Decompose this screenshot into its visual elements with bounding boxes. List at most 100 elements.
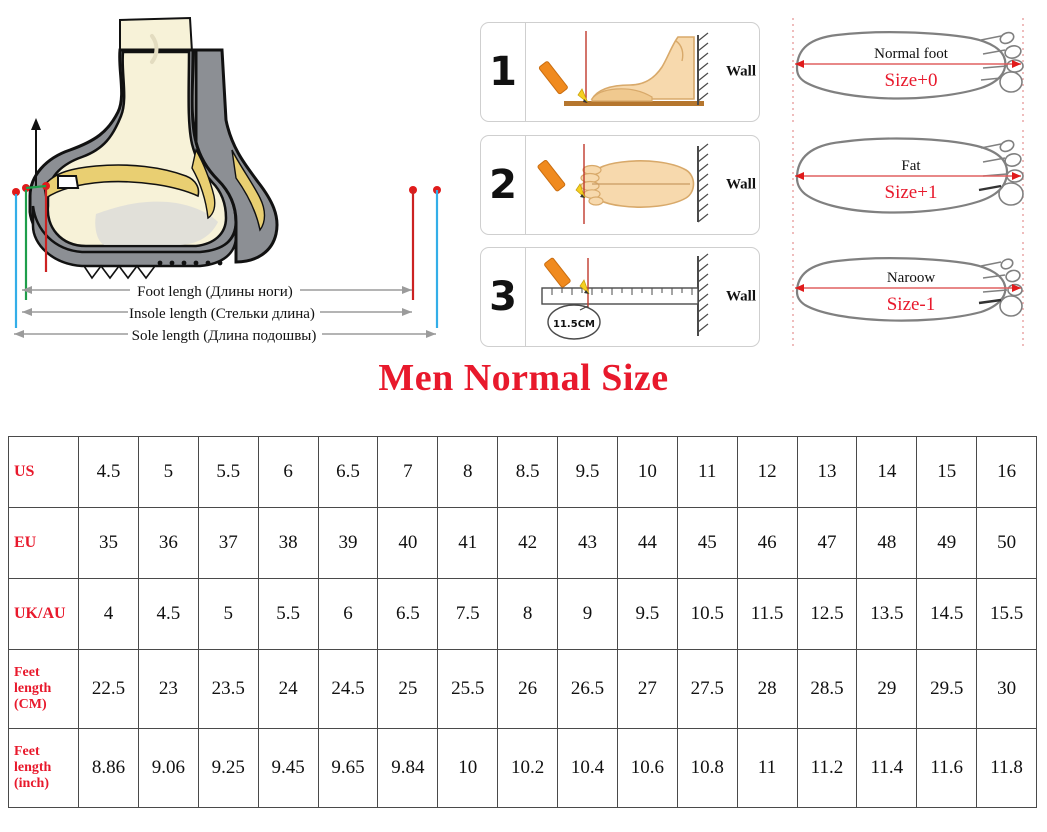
table-cell: 23: [137, 649, 199, 729]
toe-detail: [57, 175, 80, 189]
table-cell: 6.5: [377, 578, 439, 650]
normal-foot-icon: [792, 18, 1024, 122]
table-cell: 46: [736, 507, 798, 579]
table-cell: 4: [78, 578, 139, 650]
table-cell: 7.5: [437, 578, 499, 650]
toes: [978, 258, 1023, 317]
table-row: Feet length (CM) 22.5 23 23.5 24 24.5 25 25.5 26…: [8, 649, 1037, 729]
foot-side-view-icon: [538, 31, 709, 106]
pencil-icon: [538, 61, 589, 104]
table-cell: 27.5: [676, 649, 738, 729]
table-cell: 47: [796, 507, 858, 579]
table-cell: 25.5: [437, 649, 499, 729]
table-cell: 6: [317, 578, 379, 650]
foot-length-label: Foot lengh (Длины ноги): [137, 284, 293, 300]
table-cell: 5.5: [197, 436, 259, 508]
table-row: UK/AU 4 4.5 5 5.5 6 6.5 7.5 8 9 9.5 10.5 11.5 12.5 13.…: [8, 578, 1037, 650]
table-cell: 43: [557, 507, 618, 579]
table-cell: 14.5: [916, 578, 978, 650]
table-cell: 6: [257, 436, 319, 508]
table-cell: 11.4: [856, 728, 918, 808]
table-cell: 10.2: [497, 728, 558, 808]
table-cell: 8.86: [78, 728, 139, 808]
table-cell: 12.5: [796, 578, 858, 650]
size-chart-table-wrap: US 4.5 5 5.5 6 6.5 7 8 8.5 9.5 10 11 12 13 14 15 16 EU 35 3…: [8, 436, 1039, 808]
table-cell: 40: [377, 507, 439, 579]
table-cell: 37: [197, 507, 259, 579]
row-header: US: [8, 436, 79, 508]
insole-length-label: Insole length (Стельки длина): [129, 306, 315, 322]
toe-area: [591, 88, 653, 102]
table-cell: 11.8: [976, 728, 1037, 808]
step-card-3: 3: [480, 247, 760, 347]
table-cell: 8: [437, 436, 499, 508]
table-cell: 7: [377, 436, 439, 508]
wall-label-2: Wall: [725, 176, 756, 192]
table-cell: 9.06: [137, 728, 199, 808]
foot-width-panel: Normal foot Size+0 Fat: [775, 14, 1047, 352]
table-cell: 9.65: [317, 728, 379, 808]
narrow-foot-icon: [792, 242, 1024, 346]
leg-highlight: [150, 34, 159, 64]
outsole-dots: [157, 260, 223, 266]
table-cell: 8.5: [497, 436, 558, 508]
foot-profile: [590, 36, 695, 100]
table-cell: 16: [976, 436, 1037, 508]
table-cell: 10.5: [676, 578, 738, 650]
table-cell: 10.8: [676, 728, 738, 808]
table-cell: 14: [856, 436, 918, 508]
wall-label-3: Wall: [725, 288, 756, 305]
ruler-ticks: [551, 288, 693, 295]
table-cell: 11: [736, 728, 798, 808]
foot-shading: [95, 201, 218, 245]
table-cell: 9.45: [257, 728, 319, 808]
tread-pattern: [83, 264, 156, 280]
table-cell: 39: [317, 507, 379, 579]
table-cell: 10: [437, 728, 499, 808]
foot-shape: [46, 50, 228, 248]
floor-line: [564, 101, 704, 106]
foot-top-view-icon: [537, 143, 709, 224]
shoe-cross-section-diagram: Foot lengh (Длины ноги) Insole length (С…: [0, 0, 470, 352]
dimension-lines: [14, 286, 436, 338]
ruler-icon: 11.5CM: [541, 253, 709, 340]
row-header: Feet length (CM): [8, 649, 79, 729]
table-cell: 13: [796, 436, 858, 508]
foot-width-card-narrow: Naroow Size-1: [775, 238, 1047, 350]
table-cell: 30: [976, 649, 1037, 729]
diagram-area: Foot lengh (Длины ноги) Insole length (С…: [0, 0, 1047, 352]
table-cell: 49: [916, 507, 978, 579]
table-cell: 36: [137, 507, 199, 579]
foot-outline: [795, 31, 1007, 100]
table-cell: 27: [616, 649, 678, 729]
page-title: Men Normal Size: [378, 357, 669, 399]
table-cell: 11.2: [796, 728, 858, 808]
table-cell: 9.84: [377, 728, 439, 808]
foot-width-card-normal: Normal foot Size+0: [775, 14, 1047, 126]
step-illustration-1: Wall: [526, 23, 760, 121]
toes: [980, 31, 1024, 93]
ankle-crease: [675, 40, 684, 62]
table-cell: 11.5: [736, 578, 798, 650]
row-header: Feet length (inch): [8, 728, 79, 808]
table-cell: 22.5: [78, 649, 139, 729]
table-cell: 4.5: [137, 578, 199, 650]
table-cell: 44: [616, 507, 678, 579]
shoe-cross-section-svg: Foot lengh (Длины ноги) Insole length (С…: [12, 16, 441, 344]
step-card-1: 1: [480, 22, 760, 122]
table-cell: 35: [78, 507, 139, 579]
table-cell: 10: [616, 436, 678, 508]
table-row: EU 35 36 37 38 39 40 41 42 43 44 45 46 47 48 49 50: [8, 507, 1037, 579]
height-arrow: [31, 118, 41, 188]
table-cell: 11: [676, 436, 738, 508]
ruler-body: [541, 287, 699, 305]
fat-foot-icon: [792, 130, 1024, 234]
sole-length-label: Sole length (Длина подошвы): [132, 328, 317, 344]
table-cell: 24.5: [317, 649, 379, 729]
table-cell: 4.5: [78, 436, 139, 508]
table-cell: 6.5: [317, 436, 379, 508]
step-number-3: 3: [481, 248, 526, 346]
insole-heel-yellow: [191, 148, 216, 220]
table-cell: 25: [377, 649, 439, 729]
step-number-2: 2: [481, 135, 526, 234]
